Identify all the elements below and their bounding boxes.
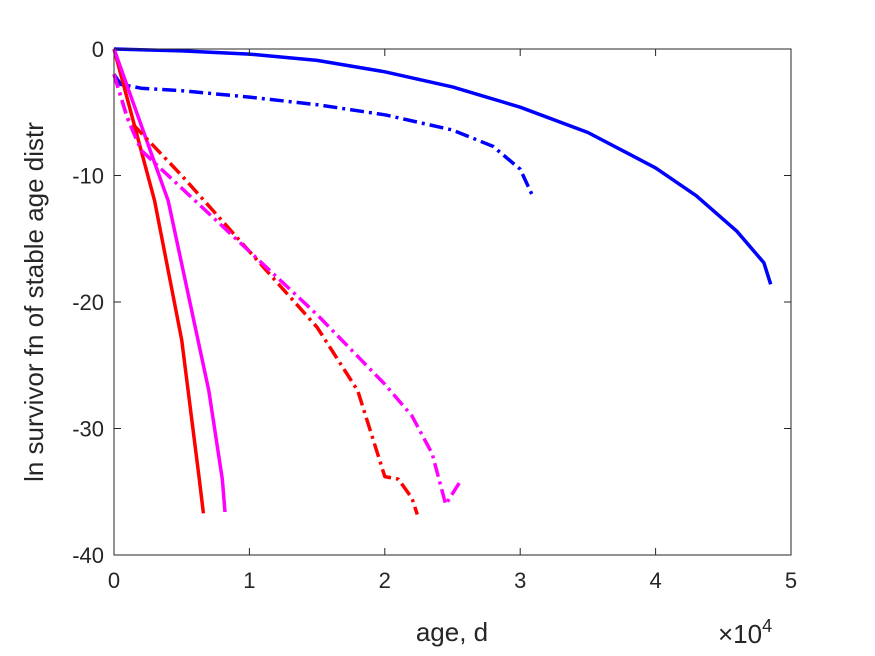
x-exponent-label: ×104 — [718, 616, 772, 649]
x-exponent-base: ×10 — [718, 619, 762, 649]
series-line-3 — [112, 48, 206, 514]
y-tick-label: -30 — [72, 417, 104, 442]
plot-background — [114, 49, 791, 555]
x-tick-label: 2 — [379, 568, 391, 593]
series-layer — [112, 47, 773, 516]
tick-layer: 0 1 2 3 4 5 0 -10 -20 -30 -40 — [72, 37, 797, 593]
series-line-4 — [112, 48, 227, 513]
x-tick-label: 1 — [243, 568, 255, 593]
y-tick-label: -10 — [72, 164, 104, 189]
series-line-6 — [112, 73, 461, 507]
series-line-2 — [112, 73, 536, 200]
y-axis-label: ln survivor fn of stable age distr — [19, 122, 49, 482]
y-tick-label: -20 — [72, 290, 104, 315]
y-tick-label: -40 — [72, 543, 104, 568]
x-axis-label: age, d — [416, 617, 488, 647]
x-tick-label: 0 — [108, 568, 120, 593]
x-exponent-power: 4 — [762, 616, 772, 636]
y-tick-label: 0 — [92, 37, 104, 62]
x-tick-label: 3 — [514, 568, 526, 593]
series-line-5 — [112, 73, 419, 516]
x-tick-label: 5 — [785, 568, 797, 593]
x-tick-label: 4 — [649, 568, 661, 593]
